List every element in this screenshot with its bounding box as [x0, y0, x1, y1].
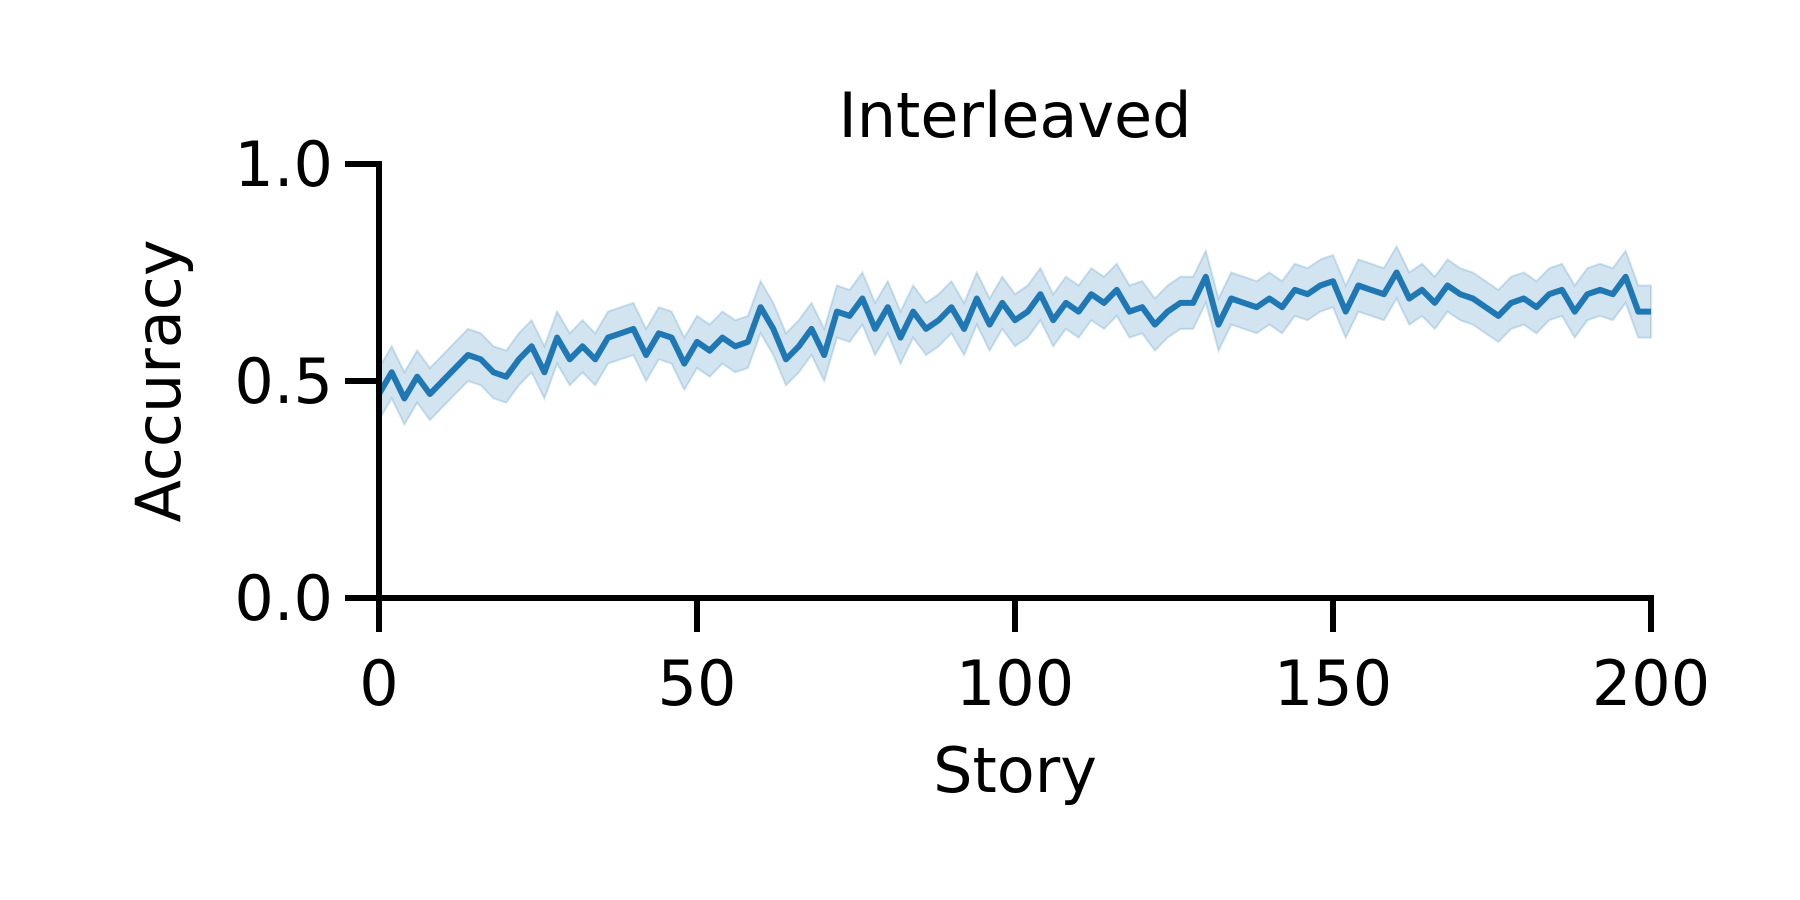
y-tick-label: 1.0 — [234, 128, 333, 201]
chart-title: Interleaved — [838, 79, 1191, 152]
y-tick-label: 0.5 — [234, 345, 333, 418]
confidence-band — [378, 244, 1652, 427]
x-tick-label: 0 — [359, 647, 398, 720]
x-axis-label: Story — [933, 734, 1097, 807]
y-axis-label: Accuracy — [122, 239, 195, 522]
data-line — [376, 269, 1651, 402]
x-tick-label: 150 — [1274, 647, 1392, 720]
x-tick-label: 200 — [1592, 647, 1710, 720]
y-tick-label: 0.0 — [234, 562, 333, 635]
x-tick-label: 50 — [658, 647, 737, 720]
x-tick-label: 100 — [956, 647, 1074, 720]
